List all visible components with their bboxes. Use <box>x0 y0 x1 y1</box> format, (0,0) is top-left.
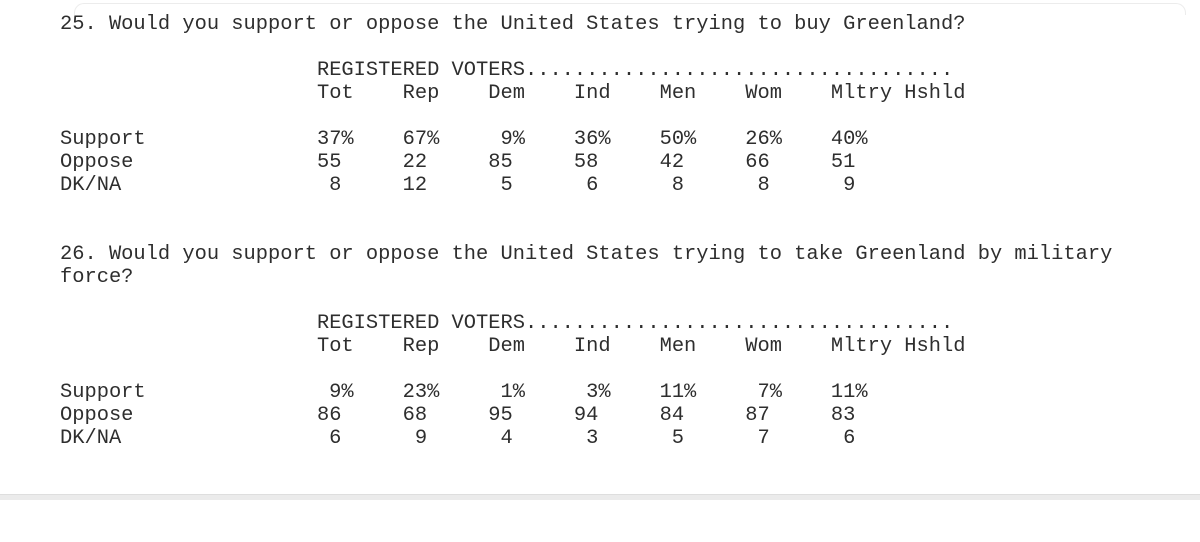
column-header-mltry-hshld: Mltry Hshld <box>830 82 966 105</box>
cell-value: 6 <box>586 174 599 197</box>
question-26-text: 26. Would you support or oppose the Unit… <box>60 243 1113 289</box>
cell-value: 55 <box>316 151 342 174</box>
column-header-dem: Dem <box>488 335 525 358</box>
cell-value: 6 <box>329 427 342 450</box>
cell-value: 5 <box>671 427 685 450</box>
q26-registered-voters-header: REGISTERED VOTERS.......................… <box>316 312 954 335</box>
cell-value: 9 <box>414 427 428 450</box>
cell-value: 37% <box>316 128 354 151</box>
q25-group-header-line: REGISTERED VOTERS.......................… <box>60 59 1200 82</box>
cell-value: 83 <box>830 404 856 427</box>
column-header-rep: Rep <box>402 82 440 105</box>
cell-value: 67% <box>402 128 440 151</box>
row-label-dkna: DK/NA <box>60 174 122 197</box>
column-header-ind: Ind <box>573 335 611 358</box>
column-header-wom: Wom <box>745 82 782 105</box>
cell-value: 1% <box>500 381 525 404</box>
cell-value: 22 <box>402 151 428 174</box>
q26-group-header-line: REGISTERED VOTERS.......................… <box>60 312 1200 335</box>
cell-value: 7% <box>757 381 782 404</box>
table-row: Oppose 55 22 85 58 42 66 51 <box>60 151 1200 174</box>
cell-value: 5 <box>500 174 513 197</box>
cell-value: 23% <box>402 381 440 404</box>
q25-column-headers: Tot Rep Dem Ind Men Wom Mltry Hshld <box>60 82 1200 105</box>
table-row: Support 37% 67% 9% 36% 50% 26% 40% <box>60 128 1200 151</box>
cell-value: 84 <box>659 404 685 427</box>
cell-value: 8 <box>757 174 770 197</box>
q26-table-body: Support 9% 23% 1% 3% 11% 7% 11% Oppose 8… <box>60 381 1200 450</box>
cell-value: 95 <box>488 404 513 427</box>
cell-value: 3 <box>586 427 599 450</box>
cell-value: 86 <box>316 404 342 427</box>
table-row: Support 9% 23% 1% 3% 11% 7% 11% <box>60 381 1200 404</box>
column-header-wom: Wom <box>745 335 782 358</box>
row-label-oppose: Oppose <box>60 404 134 427</box>
cell-value: 11% <box>830 381 868 404</box>
cell-value: 94 <box>573 404 599 427</box>
column-header-dem: Dem <box>488 82 525 105</box>
column-header-mltry-hshld: Mltry Hshld <box>830 335 966 358</box>
cell-value: 85 <box>488 151 513 174</box>
row-label-dkna: DK/NA <box>60 427 122 450</box>
cell-value: 6 <box>843 427 856 450</box>
q25-registered-voters-header: REGISTERED VOTERS.......................… <box>316 59 954 82</box>
column-header-tot: Tot <box>316 335 354 358</box>
cell-value: 51 <box>830 151 856 174</box>
cell-value: 68 <box>402 404 428 427</box>
card-top-edge <box>74 3 1186 15</box>
question-25-text: 25. Would you support or oppose the Unit… <box>60 13 966 36</box>
cell-value: 9% <box>329 381 354 404</box>
cell-value: 66 <box>745 151 770 174</box>
cell-value: 8 <box>329 174 342 197</box>
cell-value: 4 <box>500 427 513 450</box>
cell-value: 8 <box>671 174 685 197</box>
column-header-tot: Tot <box>316 82 354 105</box>
column-header-men: Men <box>659 335 697 358</box>
cell-value: 50% <box>659 128 697 151</box>
q25-table-body: Support 37% 67% 9% 36% 50% 26% 40% Oppos… <box>60 128 1200 197</box>
cell-value: 87 <box>745 404 770 427</box>
poll-document: 25. Would you support or oppose the Unit… <box>60 13 1200 450</box>
q26-column-headers: Tot Rep Dem Ind Men Wom Mltry Hshld <box>60 335 1200 358</box>
cell-value: 9% <box>500 128 525 151</box>
table-row: DK/NA 6 9 4 3 5 7 6 <box>60 427 1200 450</box>
cell-value: 26% <box>745 128 782 151</box>
cell-value: 9 <box>843 174 856 197</box>
cell-value: 3% <box>586 381 611 404</box>
column-header-rep: Rep <box>402 335 440 358</box>
row-label-support: Support <box>60 381 146 404</box>
cell-value: 40% <box>830 128 868 151</box>
cell-value: 36% <box>573 128 611 151</box>
cell-value: 7 <box>757 427 770 450</box>
column-header-ind: Ind <box>573 82 611 105</box>
table-row: DK/NA 8 12 5 6 8 8 9 <box>60 174 1200 197</box>
cell-value: 42 <box>659 151 685 174</box>
column-header-men: Men <box>659 82 697 105</box>
cell-value: 11% <box>659 381 697 404</box>
cell-value: 58 <box>573 151 599 174</box>
row-label-support: Support <box>60 128 146 151</box>
table-row: Oppose 86 68 95 94 84 87 83 <box>60 404 1200 427</box>
cell-value: 12 <box>402 174 428 197</box>
row-label-oppose: Oppose <box>60 151 134 174</box>
bottom-divider <box>0 494 1200 500</box>
